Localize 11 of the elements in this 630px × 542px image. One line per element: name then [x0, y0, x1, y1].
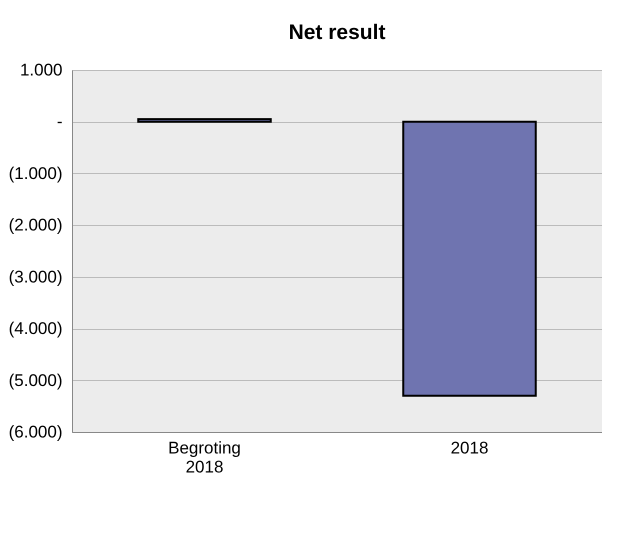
y-tick-label: (5.000) [8, 370, 62, 390]
chart-title: Net result [288, 21, 386, 44]
y-tick-label: (1.000) [8, 164, 62, 183]
y-tick-label: (2.000) [8, 216, 62, 235]
y-tick-label: (6.000) [8, 422, 62, 442]
y-tick-label: - [56, 112, 62, 132]
y-tick-label: (3.000) [8, 267, 62, 286]
x-tick-label: Begroting 2018 [168, 438, 241, 476]
y-tick-label: 1.000 [20, 60, 62, 80]
y-tick-label: (4.000) [8, 319, 62, 338]
x-tick-label: 2018 [450, 438, 488, 458]
